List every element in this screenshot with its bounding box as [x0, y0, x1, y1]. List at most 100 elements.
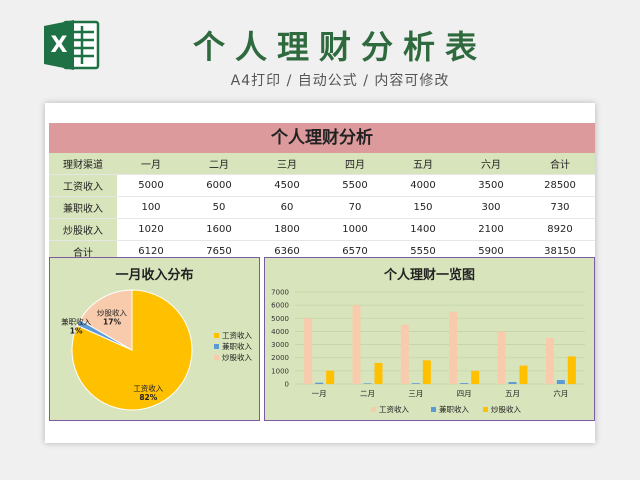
table-cell[interactable]: 6000	[185, 174, 253, 197]
row-label[interactable]: 兼职收入	[49, 196, 117, 219]
logo-letter: X	[51, 33, 68, 58]
slice-label: 兼职收入	[61, 317, 91, 327]
y-tick-label: 1000	[271, 367, 289, 375]
legend-label: 炒股收入	[222, 352, 252, 362]
column-header[interactable]: 一月	[117, 153, 185, 175]
table-row: 炒股收入 1020 1600 1800 1000 1400 2100 8920	[49, 218, 595, 241]
bar-chart-title: 个人理财一览图	[383, 268, 475, 283]
spreadsheet: 个人理财分析 理财渠道 一月 二月 三月 四月 五月 六月 合计 工资收入 50…	[45, 103, 595, 443]
slice-pct: 1%	[70, 327, 83, 336]
table-cell[interactable]: 1600	[185, 218, 253, 241]
slice-label: 工资收入	[133, 383, 163, 393]
table-cell[interactable]: 5000	[117, 174, 185, 197]
legend-swatch	[483, 407, 488, 412]
y-tick-label: 6000	[271, 302, 289, 310]
table-cell[interactable]: 2100	[457, 218, 525, 241]
table-cell[interactable]: 50	[185, 196, 253, 219]
y-tick-label: 5000	[271, 315, 289, 323]
legend-label: 工资收入	[379, 404, 409, 414]
y-tick-label: 7000	[271, 289, 289, 297]
finance-table: 理财渠道 一月 二月 三月 四月 五月 六月 合计 工资收入 5000 6000…	[49, 153, 595, 262]
column-header[interactable]: 六月	[457, 153, 525, 175]
table-cell[interactable]: 100	[117, 196, 185, 219]
bar	[519, 365, 528, 384]
column-header[interactable]: 五月	[389, 153, 457, 175]
legend-swatch	[214, 333, 219, 338]
table-cell[interactable]: 4500	[253, 174, 321, 197]
legend-swatch	[371, 407, 376, 412]
table-cell[interactable]: 60	[253, 196, 321, 219]
table-cell[interactable]: 4000	[389, 174, 457, 197]
table-cell[interactable]: 6120	[138, 246, 164, 257]
x-tick-label: 六月	[553, 388, 568, 398]
bar	[556, 380, 565, 384]
pie-chart-panel[interactable]: 一月收入分布 工资收入 82% 兼职收入 1% 炒股收入 17% 工资收入 兼职收入 炒股收入	[49, 257, 260, 421]
bar	[497, 331, 506, 384]
table-cell[interactable]: 6570	[342, 246, 368, 257]
legend-label: 工资收入	[222, 330, 252, 340]
row-label[interactable]: 合计	[49, 240, 117, 262]
pie-chart-title: 一月收入分布	[115, 268, 194, 283]
table-cell[interactable]: 3500	[457, 174, 525, 197]
table-cell[interactable]: 6360	[274, 246, 300, 257]
legend-label: 兼职收入	[439, 404, 469, 414]
table-cell[interactable]: 5900	[478, 246, 504, 257]
table-header-row: 理财渠道 一月 二月 三月 四月 五月 六月 合计	[49, 153, 595, 175]
bar-chart-panel[interactable]: 个人理财一览图 0 1000 2000 3000 4000 5000 6000 7000 一月 二…	[264, 257, 595, 421]
row-label[interactable]: 炒股收入	[49, 218, 117, 241]
table-cell[interactable]: 1000	[321, 218, 389, 241]
slice-pct: 82%	[139, 393, 157, 402]
bar	[363, 383, 372, 384]
excel-logo-icon: X	[44, 20, 100, 70]
legend-swatch	[214, 355, 219, 360]
legend-swatch	[431, 407, 436, 412]
legend-label: 兼职收入	[222, 341, 252, 351]
legend-label: 炒股收入	[491, 404, 521, 414]
table-cell[interactable]: 70	[321, 196, 389, 219]
bar	[422, 360, 431, 384]
table-cell[interactable]: 1800	[253, 218, 321, 241]
x-tick-label: 二月	[360, 389, 375, 398]
table-row: 兼职收入 100 50 60 70 150 300 730	[49, 196, 595, 219]
table-cell[interactable]: 7650	[206, 246, 232, 257]
bar	[352, 305, 361, 384]
table-cell[interactable]: 1400	[389, 218, 457, 241]
pie-slice	[71, 289, 193, 411]
table-cell[interactable]: 38150	[544, 246, 576, 257]
x-tick-label: 五月	[505, 389, 520, 398]
sheet-title: 个人理财分析	[49, 123, 595, 153]
bar	[508, 382, 517, 384]
table-cell[interactable]: 8920	[525, 218, 595, 241]
bar	[326, 370, 335, 384]
column-header[interactable]: 理财渠道	[49, 153, 117, 175]
table-cell[interactable]: 28500	[525, 174, 595, 197]
legend-swatch	[214, 344, 219, 349]
table-cell[interactable]: 300	[457, 196, 525, 219]
bar	[411, 383, 420, 384]
bar	[374, 362, 383, 384]
table-cell[interactable]: 730	[525, 196, 595, 219]
column-header[interactable]: 四月	[321, 153, 389, 175]
bar	[460, 383, 469, 384]
bar	[304, 318, 313, 384]
bar	[567, 356, 576, 384]
x-tick-label: 三月	[408, 389, 423, 398]
row-label[interactable]: 工资收入	[49, 174, 117, 197]
slice-label: 炒股收入	[97, 307, 127, 317]
table-cell[interactable]: 5500	[321, 174, 389, 197]
table-row: 合计 6120 7650 6360 6570 5550 5900 38150	[49, 240, 595, 262]
bar	[545, 338, 554, 384]
page-title: 个人理财分析表	[192, 28, 487, 66]
pie-slice	[79, 289, 133, 351]
slice-pct: 17%	[103, 317, 121, 326]
column-header[interactable]: 合计	[525, 153, 595, 175]
table-cell[interactable]: 150	[389, 196, 457, 219]
bar-chart: 0 1000 2000 3000 4000 5000 6000 7000 一月 二月 三月 四月 五月 六…	[271, 289, 585, 414]
y-tick-label: 0	[285, 381, 289, 389]
column-header[interactable]: 三月	[253, 153, 321, 175]
column-header[interactable]: 二月	[185, 153, 253, 175]
y-tick-label: 2000	[271, 354, 289, 362]
table-cell[interactable]: 5550	[410, 246, 436, 257]
table-cell[interactable]: 1020	[117, 218, 185, 241]
